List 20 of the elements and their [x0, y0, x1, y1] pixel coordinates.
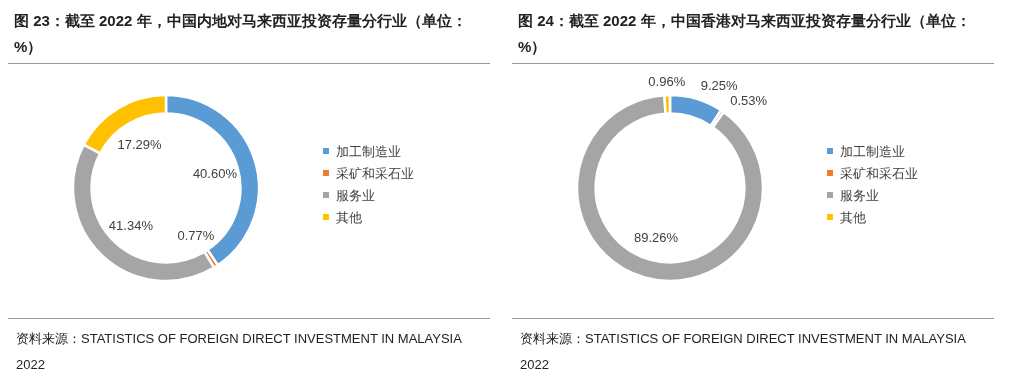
- text: 资料来源：STATISTICS OF FOREIGN DIRECT INVESTMENT IN MALAYSIA 2022: [16, 330, 463, 374]
- legend-label: 服务业: [840, 188, 879, 203]
- chart-title: 图 23：截至 2022 年，中国内地对马来西亚投资存量分行业（单位： %）: [14, 11, 468, 57]
- text: 资料来源：STATISTICS OF FOREIGN DIRECT INVESTMENT IN MALAYSIA 2022: [520, 330, 967, 374]
- data-label: 9.25%: [700, 78, 738, 94]
- data-label: 0.96%: [648, 74, 686, 90]
- data-label: 17.29%: [117, 137, 163, 153]
- legend-label: 加工制造业: [336, 144, 401, 159]
- data-label: 0.77%: [177, 228, 215, 244]
- legend-label: 采矿和采石业: [840, 166, 918, 181]
- legend-label: 采矿和采石业: [336, 166, 414, 181]
- data-label: 41.34%: [108, 218, 154, 234]
- legend-label: 其他: [840, 210, 866, 225]
- legend-label: 加工制造业: [840, 144, 905, 159]
- legend-label: 其他: [336, 210, 362, 225]
- data-label: 40.60%: [192, 166, 238, 182]
- chart-title: 图 24：截至 2022 年，中国香港对马来西亚投资存量分行业（单位：%）: [518, 11, 972, 57]
- data-label: 0.53%: [730, 92, 768, 108]
- data-label: 89.26%: [633, 230, 679, 246]
- legend-label: 服务业: [336, 188, 375, 203]
